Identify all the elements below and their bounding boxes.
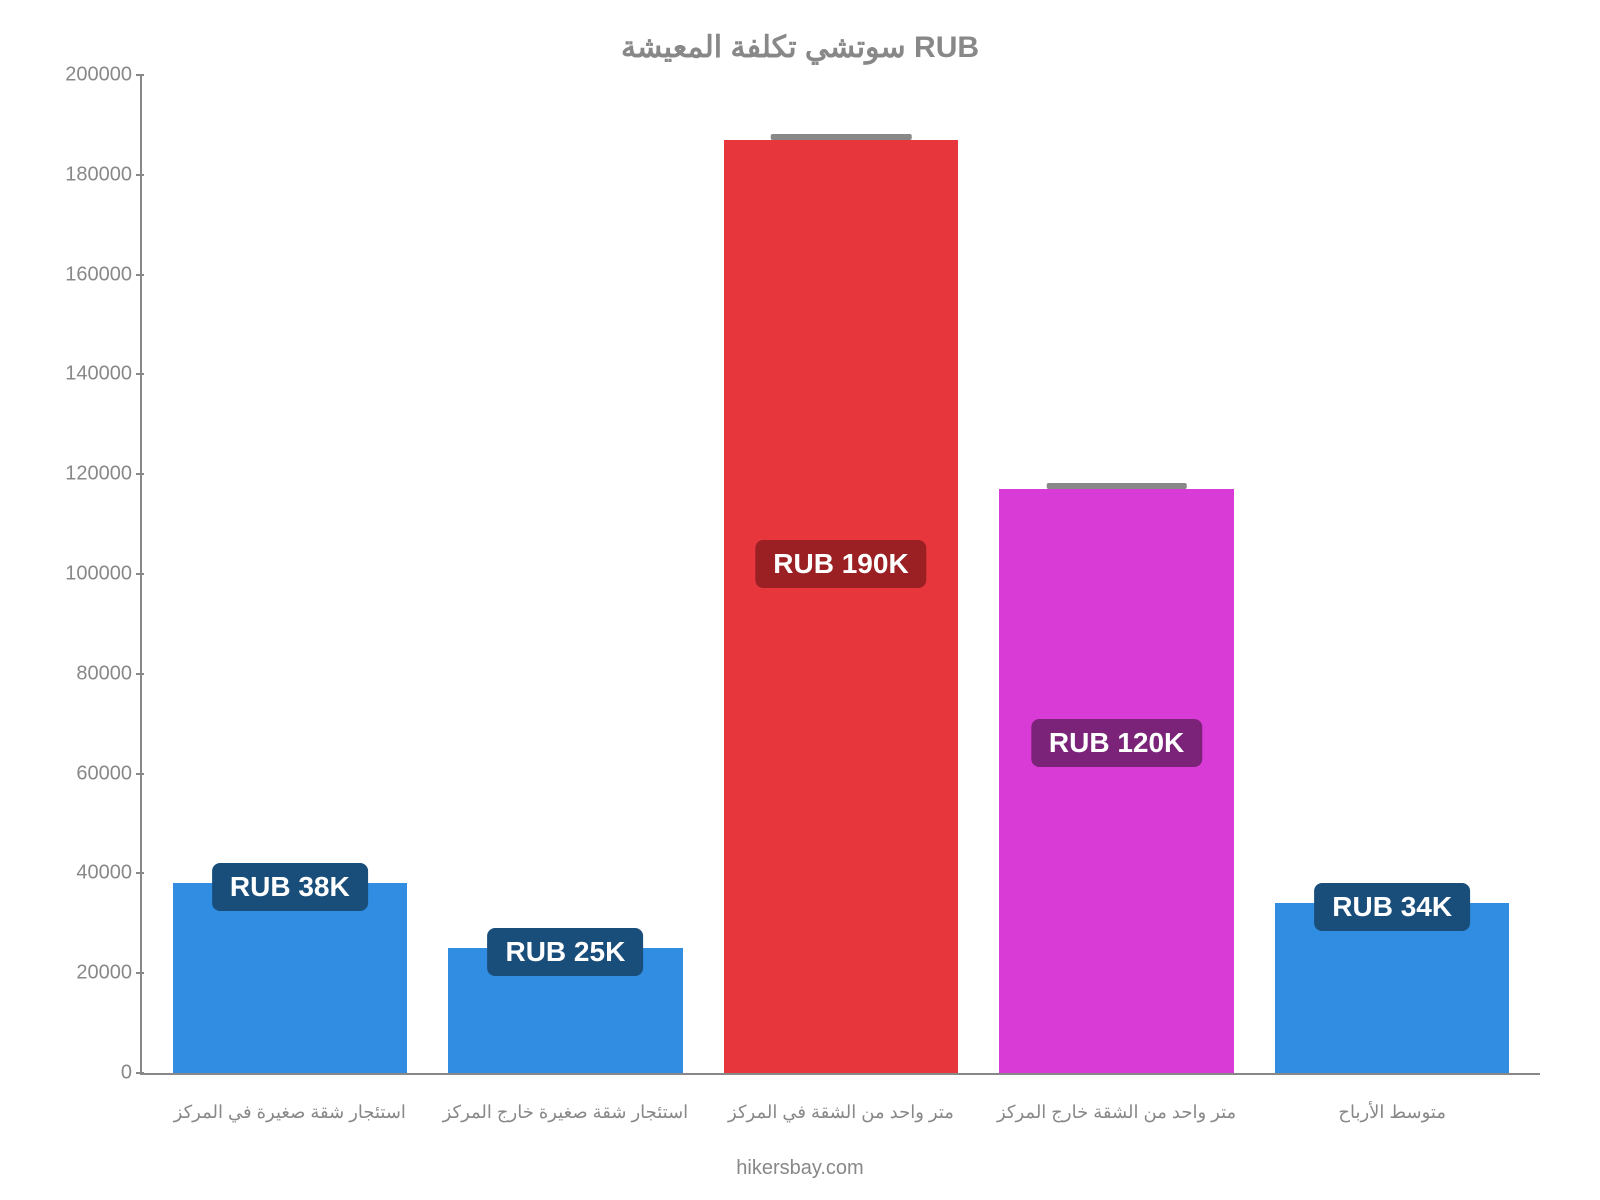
x-category-label: متر واحد من الشقة في المركز <box>703 1102 979 1123</box>
bar: RUB 120K <box>999 489 1233 1073</box>
y-tick-label: 120000 <box>65 463 132 486</box>
bar-value-pill: RUB 34K <box>1314 883 1470 931</box>
x-category-label: متوسط الأرباح <box>1254 1102 1530 1123</box>
plot-container: 0200004000060000800001000001200001400001… <box>140 75 1540 1075</box>
y-tick-label: 140000 <box>65 363 132 386</box>
y-tick-label: 40000 <box>76 862 132 885</box>
y-tick-label: 200000 <box>65 64 132 87</box>
bar-cap <box>1046 483 1187 489</box>
x-axis-labels: استئجار شقة صغيرة في المركزاستئجار شقة ص… <box>142 1102 1540 1123</box>
y-tick-label: 0 <box>121 1062 132 1085</box>
plot-area: 0200004000060000800001000001200001400001… <box>140 75 1540 1075</box>
bar-slot: RUB 34K <box>1254 75 1530 1073</box>
bar-slot: RUB 120K <box>979 75 1255 1073</box>
x-category-label: استئجار شقة صغيرة في المركز <box>152 1102 428 1123</box>
chart-container: سوتشي تكلفة المعيشة RUB 0200004000060000… <box>0 0 1600 1200</box>
y-tick-label: 60000 <box>76 762 132 785</box>
bar-slot: RUB 190K <box>703 75 979 1073</box>
x-category-label: استئجار شقة صغيرة خارج المركز <box>428 1102 704 1123</box>
bar-value-pill: RUB 190K <box>755 540 926 588</box>
bar: RUB 34K <box>1275 903 1509 1073</box>
bar-slot: RUB 38K <box>152 75 428 1073</box>
bars-group: RUB 38K RUB 25K RUB 190K RUB 120K RUB 34K <box>142 75 1540 1073</box>
credit-text: hikersbay.com <box>0 1157 1600 1180</box>
y-tick-label: 20000 <box>76 962 132 985</box>
x-category-label: متر واحد من الشقة خارج المركز <box>979 1102 1255 1123</box>
bar-value-pill: RUB 25K <box>487 928 643 976</box>
bar-value-pill: RUB 120K <box>1031 719 1202 767</box>
y-tick-label: 80000 <box>76 662 132 685</box>
chart-title: سوتشي تكلفة المعيشة RUB <box>40 30 1560 65</box>
bar: RUB 190K <box>724 140 958 1073</box>
bar-value-pill: RUB 38K <box>212 863 368 911</box>
y-tick-label: 180000 <box>65 163 132 186</box>
y-tick-label: 100000 <box>65 563 132 586</box>
bar: RUB 38K <box>173 883 407 1073</box>
bar-slot: RUB 25K <box>428 75 704 1073</box>
y-tick-label: 160000 <box>65 263 132 286</box>
y-axis-ticks: 0200004000060000800001000001200001400001… <box>42 75 142 1073</box>
bar: RUB 25K <box>448 948 682 1073</box>
bar-cap <box>771 134 912 140</box>
